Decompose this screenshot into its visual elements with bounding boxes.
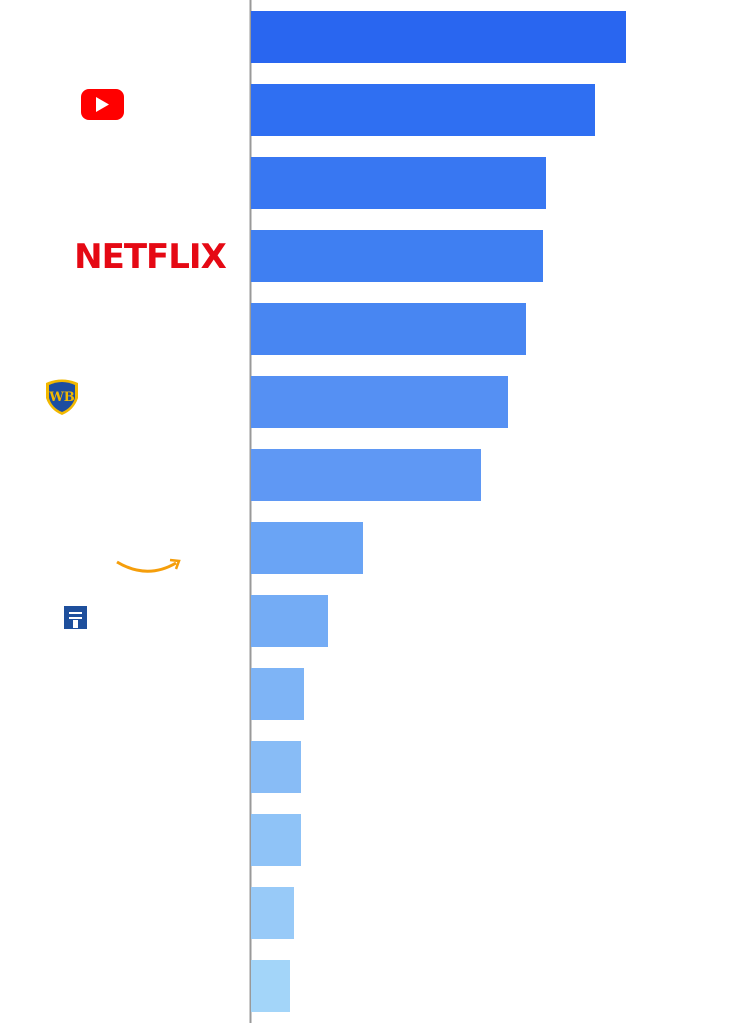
- amazon-logo: [116, 558, 181, 573]
- bar: [251, 157, 546, 209]
- bar: [251, 741, 301, 793]
- category-label: NETFLIX: [74, 237, 226, 277]
- svg-text:WB: WB: [48, 390, 75, 405]
- bar: [251, 84, 595, 136]
- bar: [251, 960, 290, 1012]
- bar: [251, 522, 363, 574]
- lionsgate-logo: [64, 606, 87, 629]
- bar: [251, 376, 508, 428]
- bar: [251, 449, 481, 501]
- bar: [251, 814, 301, 866]
- bar: [251, 11, 626, 63]
- bar: [251, 230, 543, 282]
- wb-logo: WB: [46, 379, 78, 415]
- bar: [251, 595, 328, 647]
- bar: [251, 887, 294, 939]
- bar: [251, 668, 304, 720]
- bar: [251, 303, 526, 355]
- youtube-logo: [81, 89, 124, 120]
